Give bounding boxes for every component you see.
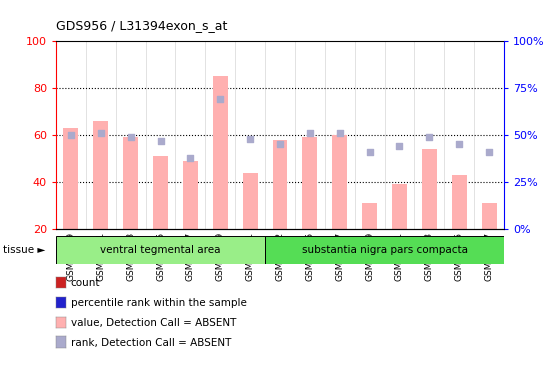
Bar [273, 140, 287, 229]
Bar [183, 161, 198, 229]
Point [126, 134, 135, 140]
Point [365, 149, 374, 155]
Bar [123, 137, 138, 229]
Point [276, 141, 284, 147]
Bar [56, 236, 265, 264]
Text: ventral tegmental area: ventral tegmental area [100, 245, 221, 255]
Bar [213, 76, 228, 229]
Point [156, 138, 165, 144]
Point [67, 132, 76, 138]
Point [425, 134, 434, 140]
Text: percentile rank within the sample: percentile rank within the sample [71, 298, 246, 308]
Point [96, 130, 105, 136]
Point [395, 143, 404, 149]
Bar [242, 172, 258, 229]
Text: substantia nigra pars compacta: substantia nigra pars compacta [301, 245, 468, 255]
Text: value, Detection Call = ABSENT: value, Detection Call = ABSENT [71, 318, 236, 328]
Text: GDS956 / L31394exon_s_at: GDS956 / L31394exon_s_at [56, 19, 227, 32]
Bar [332, 135, 347, 229]
Point [305, 130, 314, 136]
Point [484, 149, 493, 155]
Point [246, 136, 255, 142]
Point [455, 141, 464, 147]
Point [186, 154, 195, 160]
Bar [63, 128, 78, 229]
Bar [422, 149, 437, 229]
Bar [482, 203, 497, 229]
Bar [94, 121, 108, 229]
Bar [362, 203, 377, 229]
Text: tissue ►: tissue ► [3, 245, 45, 255]
Bar [302, 137, 318, 229]
Bar [153, 156, 168, 229]
Point [335, 130, 344, 136]
Text: count: count [71, 278, 100, 288]
Point [216, 96, 225, 102]
Bar [452, 175, 466, 229]
Text: rank, Detection Call = ABSENT: rank, Detection Call = ABSENT [71, 338, 231, 348]
Bar [265, 236, 504, 264]
Bar [392, 184, 407, 229]
